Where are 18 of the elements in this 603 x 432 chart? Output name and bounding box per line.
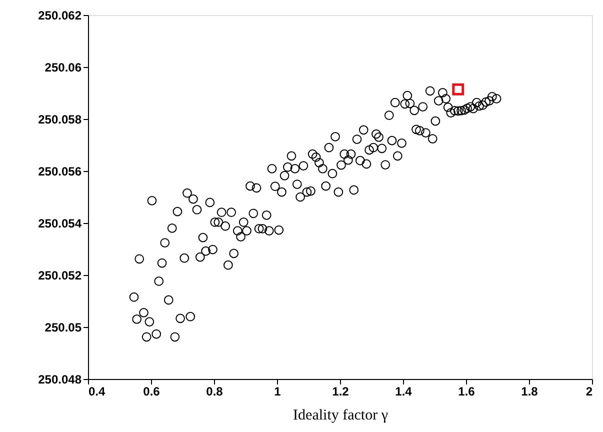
x-tick-label: 0.6 (143, 384, 160, 398)
y-tick-label: 250.06 (44, 60, 82, 74)
y-tick-label: 250.05 (44, 320, 82, 334)
y-tick-label: 250.048 (38, 372, 82, 386)
y-tick-label: 250.062 (38, 8, 82, 22)
x-tick-label: 2 (586, 384, 593, 398)
y-tick-label: 250.056 (38, 164, 82, 178)
x-tick-label: 0.8 (206, 384, 224, 398)
x-tick-label: 1.2 (332, 384, 350, 398)
x-axis-title: Ideality factor γ (293, 408, 388, 424)
y-tick-label: 250.058 (38, 112, 82, 126)
x-tick-label: 1 (274, 384, 282, 398)
y-tick-label: 250.052 (38, 268, 82, 282)
x-tick-label: 0.4 (88, 384, 106, 398)
y-tick-label: 250.054 (38, 216, 82, 230)
x-tick-label: 1.4 (395, 384, 412, 398)
x-tick-label: 1.6 (458, 384, 476, 398)
x-tick-label: 1.8 (521, 384, 538, 398)
